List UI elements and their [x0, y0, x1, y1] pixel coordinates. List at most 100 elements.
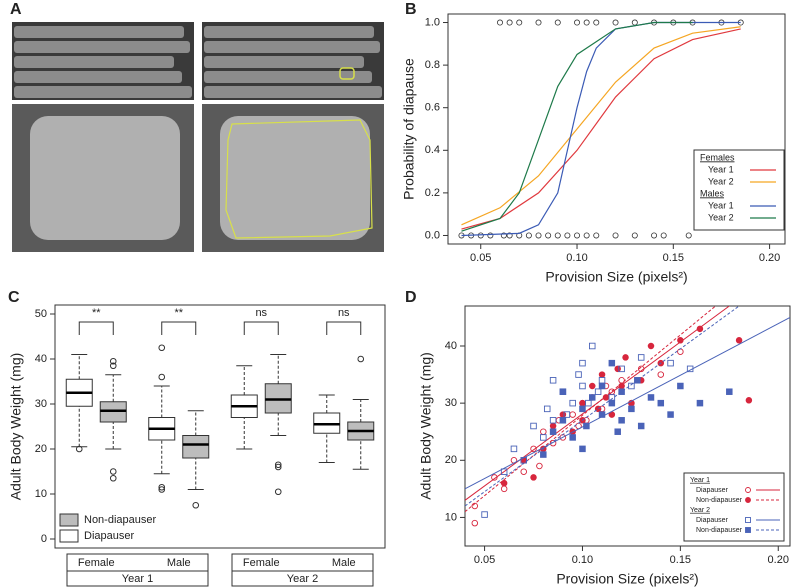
observation	[506, 19, 513, 26]
observation	[612, 232, 619, 239]
point	[530, 422, 537, 430]
point	[614, 428, 621, 435]
point	[667, 359, 674, 367]
provision-blob	[30, 116, 180, 240]
provision-outline	[225, 119, 373, 239]
point	[579, 445, 586, 453]
point	[569, 399, 576, 407]
provision-blob	[220, 116, 370, 240]
point	[530, 474, 537, 481]
point	[608, 359, 616, 367]
y-tick-label: 0.2	[425, 187, 440, 199]
legend-label: Year 2	[708, 212, 734, 222]
observation	[545, 232, 552, 239]
point	[637, 354, 645, 361]
point	[500, 468, 508, 475]
capsule-outline	[339, 67, 355, 80]
panel-label: C	[8, 289, 20, 306]
point	[559, 417, 567, 424]
outlier	[158, 483, 166, 491]
group-label: Year 2	[287, 573, 318, 585]
point	[549, 417, 557, 424]
x-axis-label: Provision Size (pixels²)	[556, 571, 698, 587]
point	[647, 342, 655, 350]
y-tick-label: 30	[35, 398, 47, 410]
y-tick-label: 0.8	[425, 59, 440, 71]
point	[579, 399, 586, 407]
legend-label: Non-diapauser	[84, 514, 156, 526]
point	[536, 462, 543, 470]
observation	[564, 232, 571, 239]
observation	[574, 232, 581, 239]
legend-marker	[745, 487, 751, 493]
legend-group-title: Females	[700, 152, 735, 162]
point	[677, 348, 684, 355]
legend-label: Year 1	[708, 200, 734, 210]
point	[618, 388, 625, 395]
observation	[660, 232, 667, 239]
point	[579, 382, 586, 390]
x-axis-label: Provision Size (pixels²)	[545, 269, 687, 285]
curve	[461, 28, 741, 230]
significance-bracket	[243, 321, 279, 335]
point	[540, 451, 547, 458]
point	[598, 411, 606, 418]
legend-group-title: Year 2	[690, 507, 710, 514]
significance-label: **	[174, 307, 183, 319]
point	[618, 417, 625, 424]
plot-frame	[447, 13, 786, 245]
point	[618, 377, 625, 384]
point	[500, 485, 508, 493]
observation	[477, 232, 484, 239]
x-tick-label: 0.15	[663, 252, 684, 264]
outlier	[357, 355, 365, 363]
y-tick-label: 0.0	[425, 229, 440, 241]
outlier	[274, 463, 282, 471]
point	[598, 377, 606, 384]
point	[559, 388, 567, 395]
point	[696, 399, 704, 407]
point	[618, 365, 625, 373]
point	[677, 337, 684, 344]
point	[598, 371, 606, 378]
point	[614, 365, 621, 373]
curve	[461, 21, 693, 232]
point	[563, 411, 571, 418]
observation	[651, 232, 658, 239]
outlier	[109, 357, 117, 365]
x-tick-label: Female	[243, 557, 280, 569]
point	[745, 397, 753, 404]
outlier	[158, 373, 166, 381]
point	[735, 337, 743, 344]
point	[579, 359, 586, 367]
y-tick-label: 20	[35, 443, 47, 455]
observation	[487, 232, 494, 239]
observation	[631, 19, 638, 26]
x-tick-label: Male	[332, 557, 356, 569]
legend-group-title: Males	[700, 188, 725, 198]
y-tick-label: 0.6	[425, 102, 440, 114]
point	[510, 445, 518, 453]
y-tick-label: 40	[35, 353, 47, 365]
outlier	[75, 445, 83, 453]
observation	[554, 232, 561, 239]
point	[481, 511, 488, 518]
significance-bracket	[78, 321, 114, 335]
box	[182, 435, 210, 459]
point	[583, 422, 590, 430]
point	[549, 422, 557, 430]
curve	[461, 26, 741, 226]
point	[530, 445, 537, 453]
legend-swatch	[59, 529, 79, 543]
legend-label: Diapauser	[696, 487, 729, 494]
significance-bracket	[326, 321, 362, 335]
legend-marker	[745, 497, 751, 503]
point	[579, 405, 586, 413]
point	[491, 474, 498, 481]
y-tick-label: 0.4	[425, 144, 440, 156]
y-tick-label: 10	[445, 511, 457, 523]
group-box	[66, 553, 209, 587]
observation	[685, 232, 692, 239]
